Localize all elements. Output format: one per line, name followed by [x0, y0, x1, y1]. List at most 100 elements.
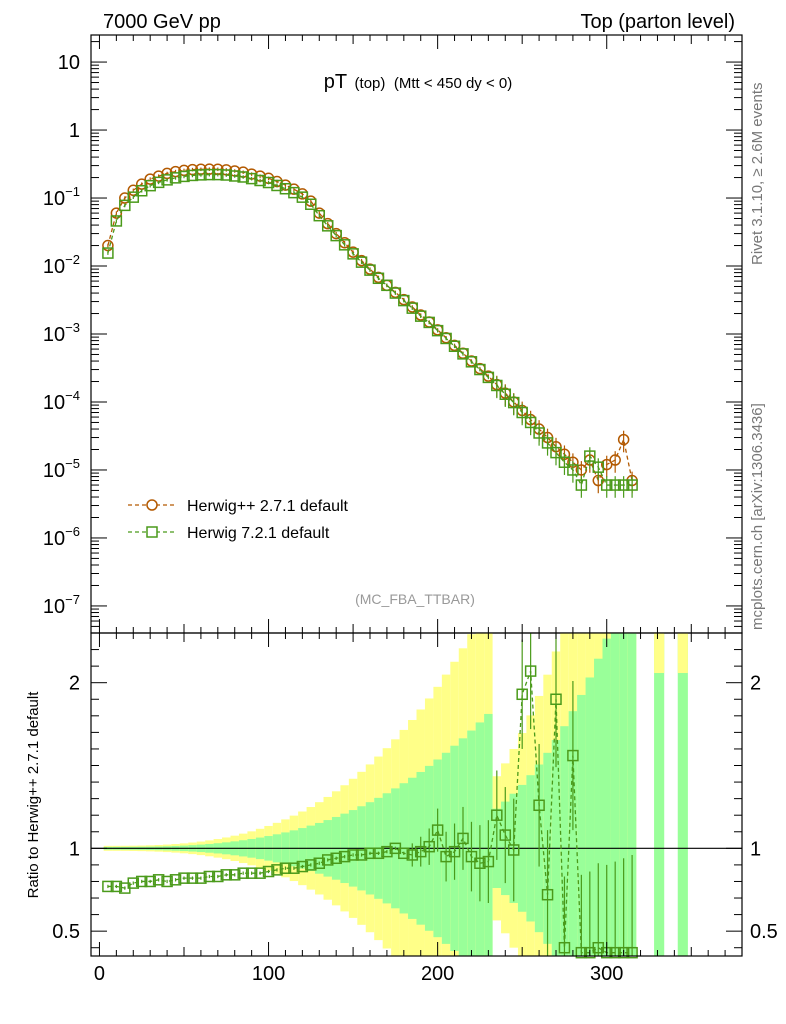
ratio-data-point — [279, 862, 292, 874]
data-point-herwig7 — [448, 340, 461, 353]
data-point-herwig7 — [414, 310, 427, 322]
ratio-data-point — [195, 872, 207, 884]
data-point-herwig7 — [364, 264, 376, 276]
ratio-x-tick-label: 100 — [252, 963, 285, 985]
data-point-herwig7 — [626, 479, 638, 491]
header-right: Top (parton level) — [580, 11, 735, 33]
data-point-herwig7 — [347, 248, 359, 260]
data-point-herwig7 — [169, 172, 182, 184]
ratio-band-green — [577, 694, 586, 956]
ratio-data-point — [491, 809, 503, 821]
data-point-herwig7 — [245, 172, 258, 185]
legend-marker — [146, 499, 158, 511]
data-point-herwig7 — [321, 220, 334, 232]
data-point-herwig7 — [381, 279, 393, 292]
ratio-data-point — [288, 862, 300, 874]
ratio-data-point — [465, 850, 478, 863]
ratio-data-point — [203, 870, 216, 883]
ratio-data-point — [144, 875, 156, 888]
legend-marker — [146, 526, 158, 538]
data-point-herwigpp — [110, 207, 123, 219]
data-point-herwig7 — [558, 456, 571, 468]
data-point-herwig7 — [279, 182, 292, 195]
data-point-herwig7 — [152, 176, 165, 189]
data-point-herwig7 — [338, 239, 351, 251]
ratio-data-point — [296, 860, 309, 873]
main-y-tick-label: 10−2 — [43, 252, 80, 278]
data-point-herwig7 — [406, 302, 419, 314]
ratio-data-point — [169, 874, 182, 886]
data-point-herwig7 — [220, 169, 233, 181]
ratio-data-point — [228, 869, 241, 881]
data-point-herwig7 — [507, 396, 520, 409]
ratio-band-yellow — [654, 633, 665, 673]
data-point-herwig7 — [592, 461, 605, 473]
ratio-data-point — [245, 867, 258, 879]
ratio-data-point — [237, 867, 249, 879]
ratio-x-tick-label: 300 — [590, 963, 623, 985]
ratio-plot-frame — [90, 632, 743, 957]
data-point-herwig7 — [102, 247, 114, 259]
data-point-herwigpp — [127, 184, 140, 197]
data-point-herwig7 — [228, 170, 241, 182]
ratio-data-point — [102, 880, 114, 893]
data-point-herwig7 — [237, 171, 249, 183]
data-point-herwig7 — [600, 479, 613, 491]
data-point-herwig7 — [516, 406, 528, 419]
main-y-tick-label: 10−5 — [43, 456, 80, 482]
data-point-herwig7 — [491, 379, 503, 392]
ratio-data-point — [499, 829, 512, 841]
ratio-data-point — [381, 845, 393, 858]
data-point-herwig7 — [203, 168, 216, 181]
main-plot-frame — [90, 34, 743, 634]
main-y-tick-label: 1 — [69, 120, 80, 142]
ratio-data-point — [178, 872, 190, 884]
ratio-band-green — [627, 633, 637, 956]
ratio-data-point — [313, 857, 326, 869]
ratio-data-point — [338, 850, 351, 863]
ratio-x-tick-label: 0 — [94, 963, 105, 985]
ratio-x-tick-label: 200 — [421, 963, 454, 985]
ratio-data-point — [262, 865, 275, 878]
watermark: (MC_FBA_TTBAR) — [355, 591, 475, 607]
ratio-y-label: Ratio to Herwig++ 2.7.1 default — [25, 691, 42, 899]
data-point-herwig7 — [305, 198, 317, 210]
ratio-data-point — [398, 847, 410, 860]
ratio-data-point — [423, 840, 435, 853]
header-left: 7000 GeV pp — [103, 11, 221, 33]
ratio-data-point — [220, 869, 233, 881]
ratio-y-tick-label: 1 — [69, 838, 80, 860]
ratio-band-green — [602, 638, 611, 956]
ratio-data-point — [271, 864, 283, 876]
data-point-herwig7 — [144, 179, 156, 192]
ratio-axes: 0 100 200 300 0.5 0.5 1 1 2 2 — [52, 633, 778, 985]
data-point-herwig7 — [313, 209, 326, 222]
plot-title-sub1: (top) — [355, 75, 386, 92]
ratio-data-point — [186, 872, 199, 884]
data-point-herwig7 — [575, 479, 588, 491]
data-point-herwig7 — [524, 416, 537, 429]
data-point-herwig7 — [178, 170, 190, 183]
ratio-data-point — [110, 880, 123, 893]
ratio-data-point — [347, 849, 359, 861]
main-plot-panel: 10−7 10−6 10−5 10−4 10−3 10−2 10−1 1 10 pT (top)… — [43, 34, 743, 634]
ratio-data-point — [533, 799, 545, 812]
legend-label: Herwig 7.2.1 default — [187, 525, 330, 542]
data-point-herwigpp — [617, 433, 630, 446]
data-point-herwig7 — [499, 388, 512, 400]
ratio-data-point — [482, 855, 495, 868]
ratio-data-point — [558, 941, 571, 954]
ratio-data-point — [575, 946, 588, 959]
ratio-data-point — [617, 946, 630, 959]
ratio-data-point — [212, 870, 224, 883]
main-y-tick-label: 10−4 — [43, 388, 80, 414]
series-line-herwigpp — [107, 168, 633, 483]
ratio-data-point — [364, 847, 376, 860]
main-y-tick-label: 10−3 — [43, 320, 80, 346]
main-y-tick-label: 10−1 — [43, 184, 80, 210]
data-point-herwig7 — [372, 272, 385, 285]
legend: Herwig++ 2.7.1 default Herwig 7.2.1 defau… — [128, 498, 349, 542]
series-line-herwig7 — [107, 173, 633, 487]
ratio-data-point — [161, 875, 173, 888]
data-point-herwig7 — [465, 356, 478, 368]
